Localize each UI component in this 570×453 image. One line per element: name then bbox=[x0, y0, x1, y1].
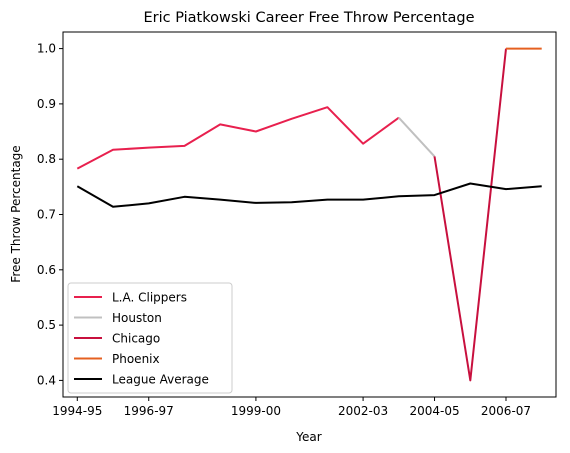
y-tick-label: 0.9 bbox=[37, 97, 56, 111]
legend: L.A. Clippers Houston Chicago Phoenix League… bbox=[67, 282, 233, 394]
plot-lines bbox=[76, 47, 542, 382]
x-tick-label: 1999-00 bbox=[231, 404, 281, 418]
y-tick-label: 0.7 bbox=[37, 208, 56, 222]
y-tick-label: 1.0 bbox=[37, 42, 56, 56]
y-tick-label: 0.8 bbox=[37, 152, 56, 166]
series-line-4 bbox=[76, 182, 542, 208]
series-line-0 bbox=[76, 106, 400, 170]
x-tick-label: 1996-97 bbox=[124, 404, 174, 418]
legend-label: League Average bbox=[112, 373, 209, 387]
series-line-1 bbox=[398, 117, 436, 158]
y-tick-label: 0.6 bbox=[37, 263, 56, 277]
x-axis: 1994-95 1996-97 1999-00 2002-03 2004-05 2006-… bbox=[52, 397, 531, 418]
legend-label: Houston bbox=[112, 311, 162, 325]
x-tick-label: 2006-07 bbox=[481, 404, 531, 418]
legend-label: Chicago bbox=[112, 332, 160, 346]
x-tick-label: 1994-95 bbox=[52, 404, 102, 418]
y-axis-label: Free Throw Percentage bbox=[9, 145, 23, 282]
x-axis-label: Year bbox=[295, 430, 321, 444]
legend-label: Phoenix bbox=[112, 352, 160, 366]
y-tick-label: 0.5 bbox=[37, 318, 56, 332]
chart-title: Eric Piatkowski Career Free Throw Percen… bbox=[143, 10, 474, 26]
legend-label: L.A. Clippers bbox=[112, 291, 187, 305]
x-tick-label: 2004-05 bbox=[409, 404, 459, 418]
series-line-2 bbox=[433, 48, 507, 382]
x-tick-label: 2002-03 bbox=[338, 404, 388, 418]
y-axis: 0.4 0.5 0.6 0.7 0.8 0.9 1.0 bbox=[37, 42, 63, 387]
y-tick-label: 0.4 bbox=[37, 373, 56, 387]
legend-box bbox=[67, 282, 233, 394]
